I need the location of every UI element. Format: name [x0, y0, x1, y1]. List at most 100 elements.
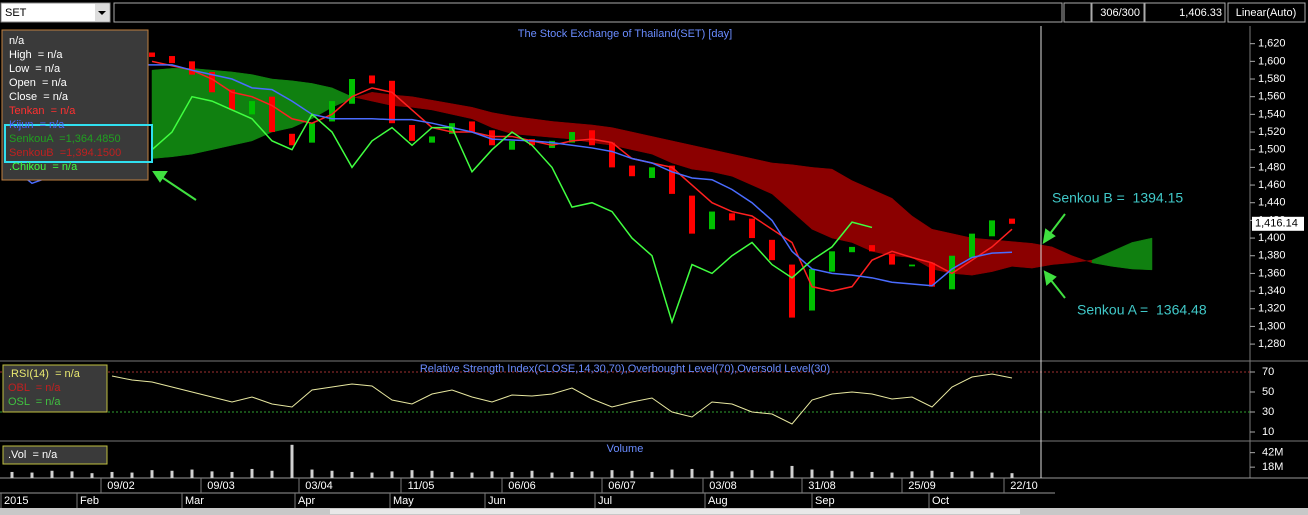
volume-bar [90, 473, 94, 478]
month-label: 2015 [4, 495, 28, 507]
volume-bar [470, 472, 474, 478]
annotation: Senkou B = 1394.15 [1052, 190, 1183, 206]
info-row: SenkouA =1,364.4850 [9, 133, 121, 145]
candle [969, 233, 975, 258]
candle [629, 165, 635, 177]
date-label: 09/02 [107, 480, 135, 492]
cloud [851, 180, 873, 252]
date-label: 11/05 [408, 480, 435, 492]
info-row: Close = n/a [9, 91, 69, 103]
candle [329, 101, 335, 122]
candle [669, 165, 675, 194]
volume-bar [550, 472, 554, 478]
candle [189, 61, 195, 75]
month-label: May [393, 495, 414, 507]
scale-button[interactable] [1227, 2, 1306, 23]
date-label: 06/06 [508, 480, 536, 492]
info-box [1, 29, 149, 181]
candle [869, 245, 875, 252]
candle [709, 211, 715, 230]
indicator-line [151, 95, 873, 325]
toolbar-field [1063, 2, 1092, 23]
arrow-head [1043, 270, 1057, 286]
cloud [171, 68, 193, 158]
overlay: Senkou B = 1394.15 Senkou A = 1364.48 1,… [1, 29, 1304, 465]
symbol: SET [5, 7, 27, 19]
volume-bar [670, 469, 674, 478]
volume-bar [10, 471, 14, 478]
info-box [2, 445, 108, 465]
y-tick-label: 1,480 [1258, 161, 1286, 173]
volume-bar [910, 471, 914, 478]
y-tick-label: 1,300 [1258, 320, 1286, 332]
volume-bar [130, 472, 134, 478]
candle [649, 167, 655, 178]
y-tick-label: 1,400 [1258, 232, 1286, 244]
candle [889, 253, 895, 265]
volume-bar [590, 471, 594, 478]
volume-bar [1010, 473, 1014, 478]
volume-bar [990, 472, 994, 478]
month-label: Jun [488, 495, 506, 507]
info-row: Open = n/a [9, 77, 68, 89]
cloud [151, 68, 173, 159]
candle [349, 79, 355, 104]
y-tick-label: 1,380 [1258, 250, 1286, 262]
date-label: 06/07 [608, 480, 636, 492]
cloud [531, 118, 553, 138]
info-row: Tenkan = n/a [9, 105, 76, 117]
arrow-head [152, 171, 168, 183]
cloud [511, 115, 533, 136]
candle [509, 140, 515, 150]
y-tick-label: 1,580 [1258, 73, 1286, 85]
plot: 1,2801,3001,3201,3401,3601,3801,4001,420… [0, 28, 1286, 508]
volume-bar [70, 471, 74, 478]
volume-bar [530, 470, 534, 478]
candle [829, 251, 835, 272]
candle [569, 132, 575, 143]
symbol-select[interactable] [0, 2, 111, 23]
annotation: Senkou A = 1364.48 [1077, 302, 1207, 318]
toolbar-field [113, 2, 1063, 23]
month-label: Jul [598, 495, 612, 507]
volume-bar [410, 470, 414, 478]
volume-bar [250, 468, 254, 478]
volume-bar [50, 470, 54, 478]
indicator-line [11, 64, 1013, 287]
volume-bar [890, 472, 894, 478]
arrow [1049, 278, 1066, 299]
volume-bar [170, 470, 174, 478]
date-label: 03/08 [709, 480, 737, 492]
chart-title: Relative Strength Index(CLOSE,14,30,70),… [420, 363, 830, 375]
arrow [159, 175, 197, 201]
volume-bar [850, 471, 854, 478]
volume-bar [570, 471, 574, 478]
volume-bar [290, 444, 294, 478]
volume-bar [510, 471, 514, 478]
volume-bar [650, 471, 654, 478]
candle [369, 75, 375, 84]
month-label: Aug [708, 495, 728, 507]
candle [309, 123, 315, 143]
candle [849, 246, 855, 253]
candle [609, 142, 615, 168]
y-tick-label: 70 [1262, 366, 1274, 378]
volume-bar [230, 471, 234, 478]
last-value: 1,406.33 [1179, 7, 1222, 19]
y-tick-label: 1,360 [1258, 267, 1286, 279]
volume-bar [830, 470, 834, 478]
scrollbar-thumb[interactable] [330, 509, 1020, 514]
volume-bar [710, 470, 714, 478]
candle [1009, 218, 1015, 224]
volume-bar [390, 471, 394, 478]
candle [789, 264, 795, 318]
volume-bar [790, 465, 794, 478]
info-row: SenkouB =1,394.1500 [9, 147, 121, 159]
volume-bar [770, 470, 774, 478]
candle [149, 52, 155, 57]
arrows [152, 171, 1066, 299]
candle [169, 56, 175, 64]
y-tick-label: 50 [1262, 386, 1274, 398]
info-row: .Vol = n/a [8, 449, 58, 461]
